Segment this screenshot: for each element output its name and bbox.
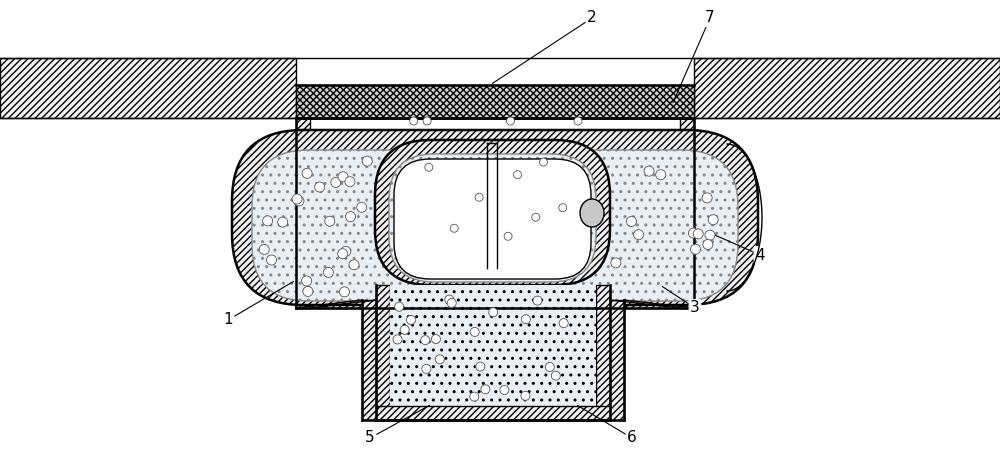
Circle shape bbox=[349, 260, 359, 270]
Bar bbox=[390, 285, 596, 420]
Circle shape bbox=[702, 193, 712, 203]
Circle shape bbox=[425, 163, 433, 171]
Circle shape bbox=[545, 362, 554, 371]
Circle shape bbox=[362, 156, 372, 166]
Circle shape bbox=[302, 169, 312, 178]
Circle shape bbox=[292, 194, 302, 204]
Circle shape bbox=[410, 117, 418, 125]
Text: 5: 5 bbox=[365, 430, 375, 445]
Circle shape bbox=[688, 228, 698, 238]
Circle shape bbox=[703, 240, 713, 250]
Circle shape bbox=[422, 364, 431, 373]
Circle shape bbox=[533, 296, 542, 305]
Circle shape bbox=[559, 204, 567, 212]
Bar bbox=[680, 118, 694, 308]
Circle shape bbox=[303, 286, 313, 296]
Bar bbox=[376, 285, 390, 420]
Circle shape bbox=[259, 245, 269, 255]
Bar bbox=[596, 285, 610, 420]
Circle shape bbox=[470, 392, 479, 401]
Bar bbox=[296, 294, 694, 308]
Bar bbox=[0, 58, 296, 118]
Circle shape bbox=[708, 215, 718, 225]
Circle shape bbox=[393, 335, 402, 344]
Circle shape bbox=[504, 232, 512, 240]
Circle shape bbox=[475, 193, 483, 201]
Circle shape bbox=[644, 166, 654, 176]
Circle shape bbox=[574, 117, 582, 125]
Circle shape bbox=[338, 249, 348, 259]
Circle shape bbox=[263, 216, 273, 226]
Circle shape bbox=[431, 335, 440, 343]
Circle shape bbox=[423, 117, 431, 125]
FancyBboxPatch shape bbox=[252, 150, 738, 301]
Text: 7: 7 bbox=[705, 10, 715, 25]
Circle shape bbox=[435, 355, 444, 364]
FancyBboxPatch shape bbox=[375, 140, 610, 285]
Circle shape bbox=[481, 385, 490, 394]
Circle shape bbox=[693, 229, 703, 239]
Circle shape bbox=[476, 362, 485, 371]
Bar bbox=[610, 300, 624, 420]
Text: 3: 3 bbox=[690, 300, 700, 315]
FancyBboxPatch shape bbox=[389, 154, 596, 282]
Circle shape bbox=[323, 267, 333, 277]
FancyBboxPatch shape bbox=[394, 159, 591, 279]
Text: 2: 2 bbox=[587, 10, 597, 25]
Circle shape bbox=[489, 308, 498, 317]
Circle shape bbox=[450, 224, 458, 232]
Text: 6: 6 bbox=[627, 430, 637, 445]
Circle shape bbox=[551, 371, 560, 380]
Circle shape bbox=[634, 230, 644, 240]
Circle shape bbox=[532, 213, 540, 221]
Circle shape bbox=[400, 325, 409, 334]
Bar bbox=[296, 118, 310, 308]
Circle shape bbox=[278, 217, 288, 227]
Circle shape bbox=[315, 182, 325, 192]
Circle shape bbox=[331, 178, 341, 188]
Text: 1: 1 bbox=[223, 313, 233, 328]
FancyBboxPatch shape bbox=[232, 130, 758, 305]
Circle shape bbox=[514, 171, 522, 178]
Circle shape bbox=[611, 258, 621, 268]
Circle shape bbox=[559, 318, 568, 328]
Circle shape bbox=[691, 244, 701, 254]
Circle shape bbox=[500, 386, 509, 395]
Circle shape bbox=[626, 217, 636, 226]
Circle shape bbox=[521, 315, 530, 324]
Circle shape bbox=[357, 202, 367, 212]
Ellipse shape bbox=[580, 199, 604, 227]
Circle shape bbox=[521, 391, 530, 400]
Circle shape bbox=[346, 212, 356, 222]
Circle shape bbox=[338, 172, 348, 182]
Circle shape bbox=[325, 216, 335, 226]
Circle shape bbox=[266, 255, 276, 265]
Circle shape bbox=[539, 158, 547, 166]
Circle shape bbox=[407, 315, 416, 324]
Circle shape bbox=[345, 177, 355, 187]
Circle shape bbox=[656, 170, 666, 180]
Circle shape bbox=[507, 117, 515, 125]
Circle shape bbox=[294, 196, 304, 206]
Circle shape bbox=[447, 299, 456, 308]
Circle shape bbox=[302, 276, 312, 286]
Circle shape bbox=[470, 328, 479, 337]
Circle shape bbox=[339, 287, 349, 297]
Circle shape bbox=[395, 302, 404, 311]
Bar bbox=[376, 406, 610, 420]
Bar bbox=[296, 85, 694, 118]
Bar bbox=[694, 58, 1000, 118]
Circle shape bbox=[421, 336, 430, 345]
Text: 4: 4 bbox=[755, 247, 765, 262]
Bar bbox=[362, 300, 376, 420]
Circle shape bbox=[705, 230, 715, 240]
Circle shape bbox=[341, 246, 351, 256]
Circle shape bbox=[445, 295, 454, 304]
